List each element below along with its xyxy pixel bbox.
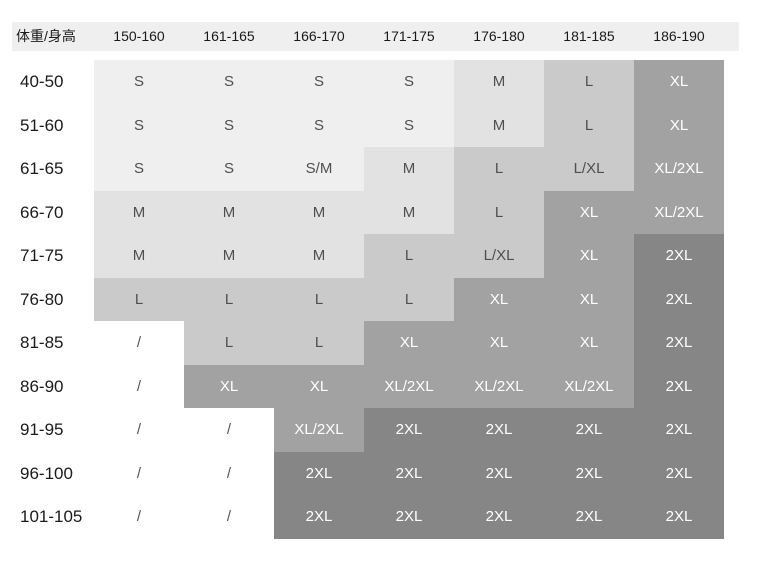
size-cell: 2XL (634, 234, 724, 278)
size-cell: 2XL (544, 408, 634, 452)
size-cell: S/M (274, 147, 364, 191)
size-cell: 2XL (634, 277, 724, 322)
size-cell: M (364, 190, 454, 235)
size-cell: L (544, 103, 634, 148)
size-cell: XL (274, 364, 364, 409)
size-cell: 2XL (364, 408, 454, 452)
size-cell: 2XL (634, 364, 724, 409)
size-cell: S (364, 103, 454, 148)
size-cell: XL/2XL (364, 364, 454, 409)
size-cell: M (184, 190, 274, 235)
size-cell: 2XL (544, 495, 634, 539)
size-cell: XL (454, 321, 544, 365)
size-cell: M (184, 234, 274, 278)
size-cell: S (94, 147, 184, 191)
size-cell: M (364, 147, 454, 191)
height-range-header: 161-165 (203, 28, 255, 44)
size-cell: L (454, 147, 544, 191)
size-cell: / (184, 495, 274, 539)
size-cell: XL (544, 321, 634, 365)
size-cell: L (94, 277, 184, 322)
height-range-header: 171-175 (383, 28, 435, 44)
weight-range-label: 76-80 (20, 289, 64, 309)
size-cell: L (544, 60, 634, 104)
size-cell: 2XL (634, 451, 724, 496)
size-cell: M (454, 103, 544, 148)
size-cell: / (94, 321, 184, 365)
size-cell: M (94, 190, 184, 235)
size-cell: L (274, 321, 364, 365)
size-cell: 2XL (274, 495, 364, 539)
size-cell: L (454, 190, 544, 235)
size-cell: 2XL (634, 408, 724, 452)
size-cell: XL/2XL (634, 147, 724, 191)
size-cell: 2XL (274, 451, 364, 496)
size-cell: L/XL (544, 147, 634, 191)
height-range-header: 186-190 (653, 28, 705, 44)
size-cell: XL (544, 234, 634, 278)
size-cell: XL (634, 103, 724, 148)
size-cell: XL/2XL (454, 364, 544, 409)
size-cell: M (454, 60, 544, 104)
size-cell: / (184, 451, 274, 496)
size-cell: M (94, 234, 184, 278)
size-cell: S (184, 103, 274, 148)
height-range-header: 176-180 (473, 28, 525, 44)
size-cell: L/XL (454, 234, 544, 278)
corner-label: 体重/身高 (16, 28, 76, 44)
weight-range-label: 91-95 (20, 420, 64, 439)
size-cell: 2XL (544, 451, 634, 496)
size-cell: M (274, 190, 364, 235)
size-cell: 2XL (634, 495, 724, 539)
size-cell: / (94, 364, 184, 409)
size-cell: XL (634, 60, 724, 104)
size-cell: / (94, 451, 184, 496)
size-cell: / (94, 408, 184, 452)
size-cell: L (184, 277, 274, 322)
size-cell: XL/2XL (274, 408, 364, 452)
size-cell: 2XL (364, 451, 454, 496)
size-cell: XL (544, 190, 634, 235)
size-cell: L (184, 321, 274, 365)
weight-range-label: 66-70 (20, 202, 64, 222)
size-cell: 2XL (364, 495, 454, 539)
size-cell: 2XL (634, 321, 724, 365)
weight-range-label: 96-100 (20, 463, 73, 483)
size-cell: XL (364, 321, 454, 365)
size-cell: XL (454, 277, 544, 322)
size-cell: XL (184, 364, 274, 409)
table-header: 体重/身高 150-160 161-165 166-170 171-175 176-180… (12, 22, 739, 51)
size-cell: XL/2XL (544, 364, 634, 409)
size-cell: L (364, 234, 454, 278)
weight-range-label: 51-60 (20, 115, 64, 135)
size-cell: M (274, 234, 364, 278)
height-range-header: 181-185 (563, 28, 615, 44)
weight-range-label: 61-65 (20, 159, 64, 178)
size-cell: 2XL (454, 495, 544, 539)
height-range-header: 150-160 (113, 28, 165, 44)
weight-range-label: 86-90 (20, 376, 64, 396)
size-cell: S (184, 147, 274, 191)
weight-range-label: 81-85 (20, 333, 64, 352)
size-cell: S (274, 60, 364, 104)
size-cell: S (274, 103, 364, 148)
weight-range-label: 71-75 (20, 246, 64, 265)
size-cell: XL/2XL (634, 190, 724, 235)
weight-range-label: 40-50 (20, 72, 64, 91)
size-cell: S (94, 60, 184, 104)
size-cell: S (184, 60, 274, 104)
size-cell: XL (544, 277, 634, 322)
size-cell: L (364, 277, 454, 322)
size-cell: 2XL (454, 408, 544, 452)
size-cell: / (184, 408, 274, 452)
size-cell: / (94, 495, 184, 539)
weight-range-label: 101-105 (20, 507, 83, 526)
size-cell: 2XL (454, 451, 544, 496)
size-cell: S (364, 60, 454, 104)
size-cell: L (274, 277, 364, 322)
height-range-header: 166-170 (293, 28, 345, 44)
size-cell: S (94, 103, 184, 148)
